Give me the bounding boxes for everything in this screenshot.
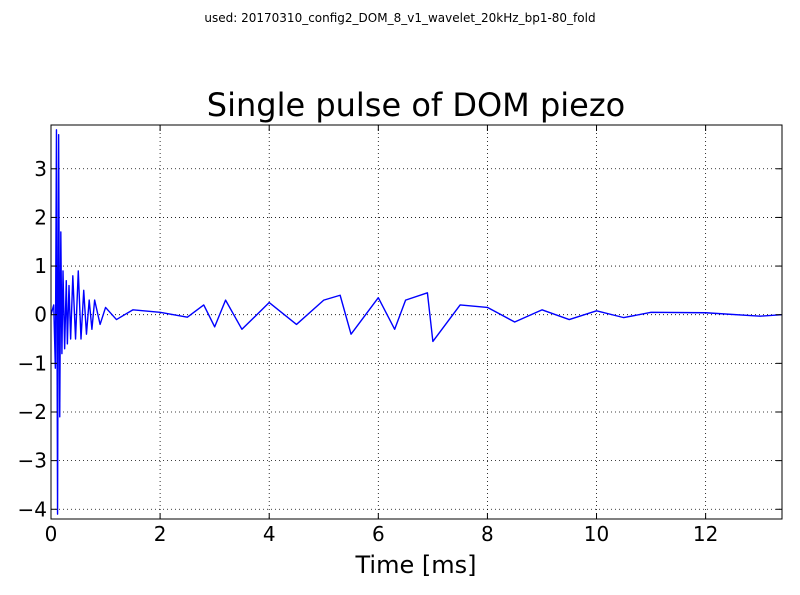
x-tick-label: 0	[45, 522, 58, 546]
y-tick-label: −2	[18, 400, 47, 424]
y-tick-label: 0	[34, 303, 47, 327]
figure-suptitle: used: 20170310_config2_DOM_8_v1_wavelet_…	[204, 11, 595, 25]
series-line	[51, 129, 782, 515]
y-tick-label: −3	[18, 449, 47, 473]
y-tick-label: −1	[18, 351, 47, 375]
y-tick-label: 2	[34, 205, 47, 229]
x-tick-label: 6	[372, 522, 385, 546]
series-layer	[51, 129, 782, 515]
y-tick-label: 3	[34, 157, 47, 181]
plot-area-frame	[50, 124, 783, 520]
chart-title: Single pulse of DOM piezo	[207, 86, 625, 124]
y-tick-label: −4	[18, 497, 47, 521]
x-tick-label: 10	[584, 522, 609, 546]
x-tick-label: 2	[154, 522, 167, 546]
x-axis-label: Time [ms]	[355, 551, 477, 579]
x-tick-label: 8	[481, 522, 494, 546]
grid-lines	[50, 125, 782, 519]
x-tick-label: 4	[263, 522, 276, 546]
y-tick-label: 1	[34, 254, 47, 278]
x-tick-label: 12	[693, 522, 718, 546]
